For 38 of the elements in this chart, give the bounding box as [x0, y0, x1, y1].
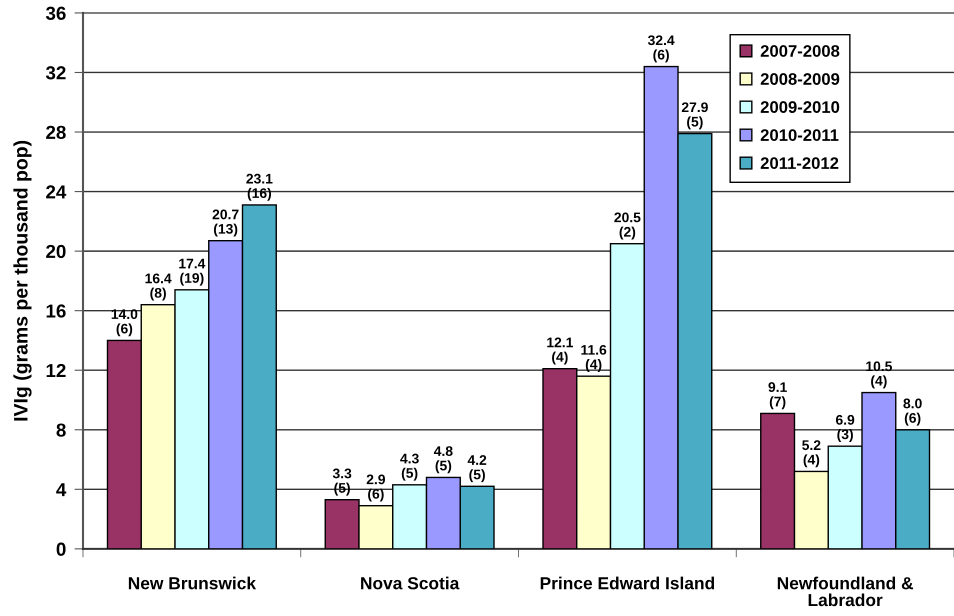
y-tick-label: 36: [46, 6, 66, 20]
data-label: 6.9 (3): [836, 414, 854, 442]
data-label: 27.9 (5): [682, 102, 708, 130]
y-axis-title: IVIg (grams per thousand pop): [13, 140, 32, 421]
y-tick-label: 16: [46, 304, 66, 318]
legend-label: 2007-2008: [760, 45, 840, 57]
y-tick-label: 0: [56, 542, 66, 556]
y-tick-label: 4: [56, 483, 66, 496]
data-label: 32.4 (6): [648, 35, 675, 62]
y-tick-label: 20: [46, 244, 66, 258]
data-label: 2.9 (6): [366, 474, 386, 502]
x-tick-label: Nova Scotia: [361, 576, 460, 590]
data-label: 20.5 (2): [614, 212, 641, 240]
data-label: 5.2 (4): [802, 440, 820, 468]
y-tick-label: 32: [46, 66, 66, 80]
data-label: 8.0 (6): [903, 398, 922, 426]
y-tick-label: 8: [56, 423, 66, 437]
x-tick-label: Prince Edward Island: [540, 576, 714, 590]
y-tick-label: 12: [46, 364, 66, 378]
data-label: 11.6 (4): [581, 344, 606, 372]
data-label: 10.5 (4): [866, 361, 892, 388]
data-label: 4.2 (5): [468, 455, 486, 482]
y-tick-label: 24: [46, 185, 66, 198]
data-label: 4.3 (5): [400, 454, 419, 481]
legend-label: 2010-2011: [760, 129, 838, 142]
data-label: 4.8 (5): [434, 446, 453, 474]
legend-label: 2009-2010: [760, 101, 840, 113]
data-label: 17.4 (19): [179, 258, 206, 286]
legend-label: 2008-2009: [760, 73, 840, 85]
data-label: 12.1 (4): [547, 338, 573, 365]
data-label: 16.4 (8): [145, 274, 172, 301]
data-label: 20.7 (13): [212, 210, 239, 237]
x-tick-label: New Brunswick: [128, 576, 256, 590]
x-tick-label: Newfoundland & Labrador: [778, 576, 914, 606]
legend-label: 2011-2012: [760, 157, 838, 170]
y-tick-label: 28: [46, 126, 66, 140]
data-label: 14.0 (6): [112, 309, 138, 336]
data-label: 9.1 (7): [768, 382, 787, 410]
